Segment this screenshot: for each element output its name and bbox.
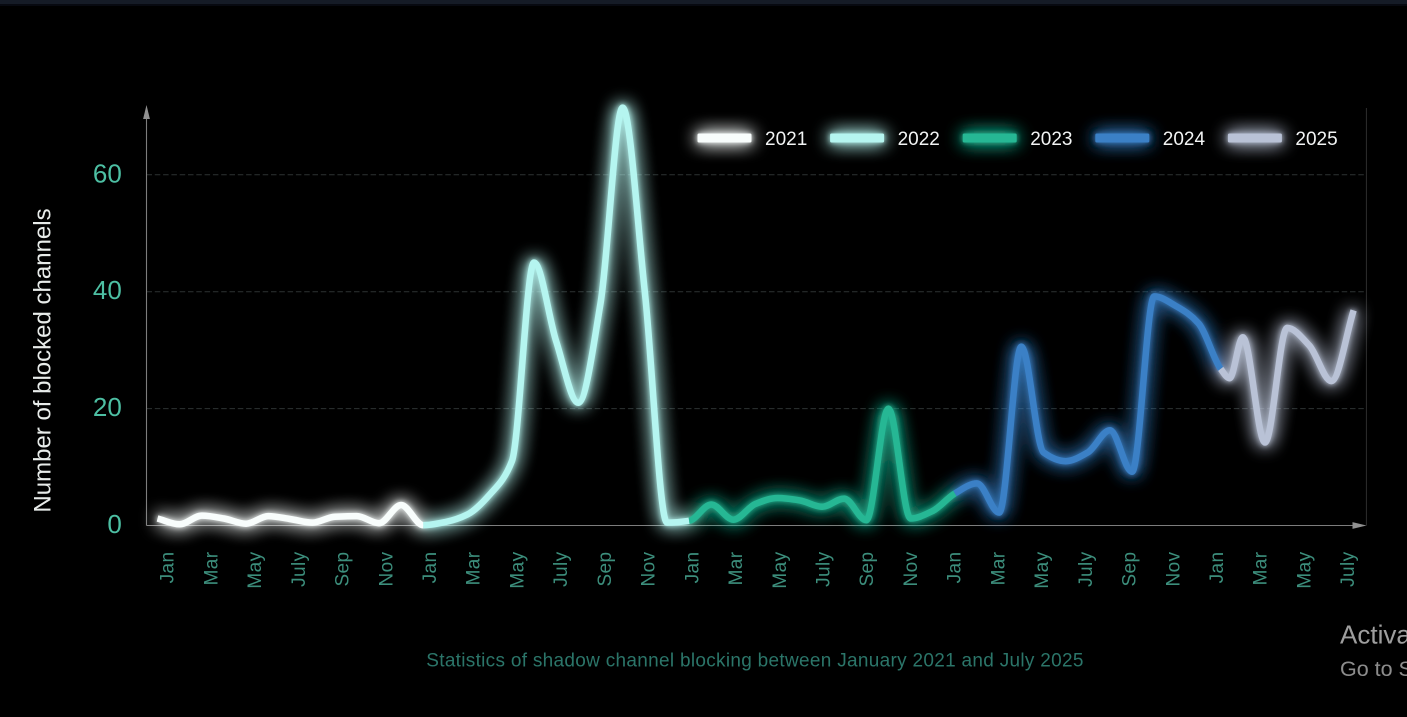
svg-text:Mar: Mar — [464, 551, 485, 585]
svg-text:Jan: Jan — [1207, 552, 1228, 584]
svg-text:20: 20 — [93, 392, 122, 422]
svg-text:Nov: Nov — [901, 551, 922, 586]
svg-text:40: 40 — [93, 275, 122, 305]
svg-text:2025: 2025 — [1295, 129, 1337, 150]
svg-text:Jan: Jan — [420, 552, 441, 584]
svg-text:May: May — [245, 551, 266, 588]
svg-text:60: 60 — [93, 158, 122, 188]
svg-text:Mar: Mar — [726, 551, 747, 585]
svg-text:Sep: Sep — [595, 552, 616, 587]
svg-text:Sep: Sep — [857, 552, 878, 587]
svg-text:July: July — [1076, 551, 1097, 586]
svg-text:Sep: Sep — [333, 552, 354, 587]
svg-text:Sep: Sep — [1120, 552, 1141, 587]
svg-text:2023: 2023 — [1030, 129, 1072, 150]
svg-text:May: May — [1294, 551, 1315, 588]
svg-text:Statistics of shadow channel b: Statistics of shadow channel blocking be… — [426, 651, 1083, 672]
svg-text:Nov: Nov — [376, 551, 397, 586]
svg-text:Jan: Jan — [945, 552, 966, 584]
svg-text:May: May — [1032, 551, 1053, 588]
svg-text:Mar: Mar — [201, 551, 222, 585]
svg-text:Jan: Jan — [158, 552, 179, 584]
svg-text:Mar: Mar — [988, 551, 1009, 585]
svg-text:Mar: Mar — [1251, 551, 1272, 585]
svg-text:Activate Windows: Activate Windows — [1340, 620, 1407, 650]
svg-text:0: 0 — [107, 509, 121, 539]
svg-text:2024: 2024 — [1163, 129, 1206, 150]
svg-text:2021: 2021 — [765, 129, 807, 150]
svg-text:May: May — [770, 551, 791, 588]
svg-text:Go to Settings to activate Win: Go to Settings to activate Windows. — [1340, 657, 1407, 681]
svg-text:July: July — [814, 551, 835, 586]
svg-text:Nov: Nov — [1163, 551, 1184, 586]
svg-text:July: July — [551, 551, 572, 586]
svg-text:May: May — [508, 551, 529, 588]
svg-text:Nov: Nov — [639, 551, 660, 586]
svg-text:July: July — [1338, 551, 1359, 586]
svg-text:2022: 2022 — [898, 129, 940, 150]
svg-text:Number of blocked channels: Number of blocked channels — [30, 208, 57, 512]
svg-text:Jan: Jan — [682, 552, 703, 584]
svg-text:July: July — [289, 551, 310, 586]
